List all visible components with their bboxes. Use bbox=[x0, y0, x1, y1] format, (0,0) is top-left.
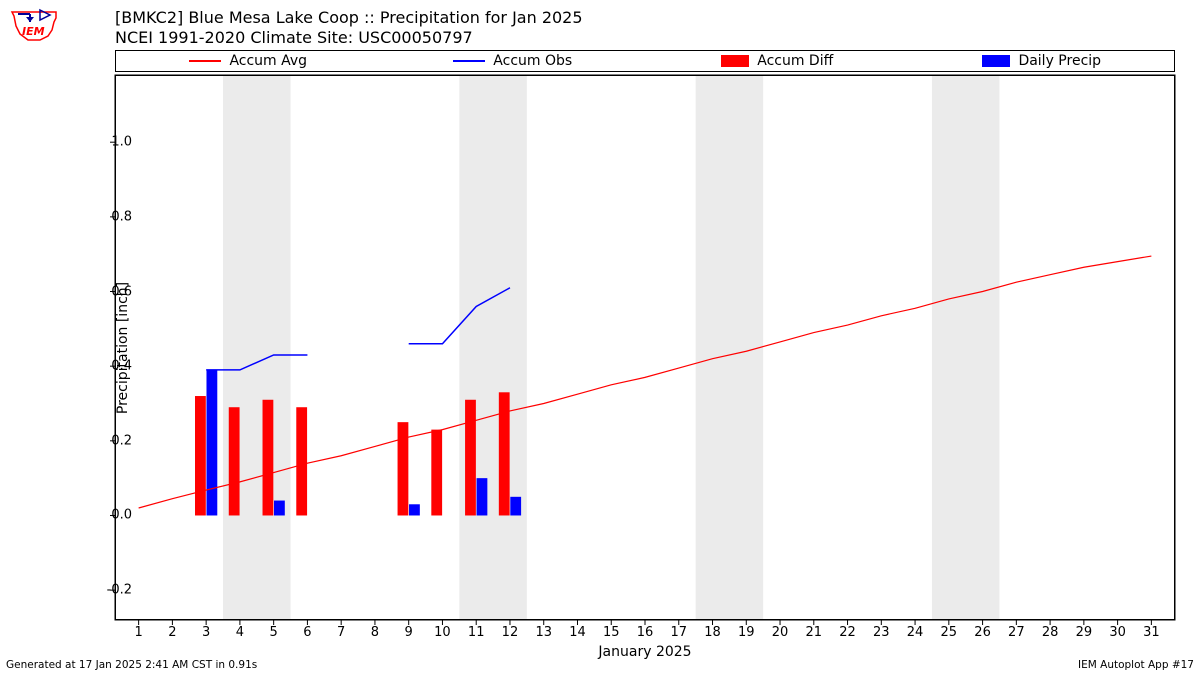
x-tick-label: 30 bbox=[1109, 625, 1126, 640]
legend-item: Accum Diff bbox=[645, 53, 910, 69]
legend-item: Accum Obs bbox=[381, 53, 646, 69]
legend-line-swatch bbox=[453, 60, 485, 62]
legend-item: Daily Precip bbox=[910, 53, 1175, 69]
x-tick-label: 19 bbox=[738, 625, 755, 640]
svg-text:IEM: IEM bbox=[22, 25, 45, 38]
x-tick-label: 24 bbox=[907, 625, 924, 640]
legend-label: Accum Obs bbox=[493, 53, 572, 69]
y-tick-label: 0.6 bbox=[92, 284, 132, 299]
x-tick-label: 17 bbox=[670, 625, 687, 640]
plot-area: Accum AvgAccum ObsAccum DiffDaily Precip… bbox=[115, 75, 1175, 620]
x-tick-label: 22 bbox=[839, 625, 856, 640]
x-tick-label: 7 bbox=[337, 625, 345, 640]
x-tick-label: 28 bbox=[1042, 625, 1059, 640]
chart-title: [BMKC2] Blue Mesa Lake Coop :: Precipita… bbox=[115, 8, 583, 48]
x-tick-label: 10 bbox=[434, 625, 451, 640]
x-tick-label: 4 bbox=[236, 625, 244, 640]
x-tick-label: 9 bbox=[405, 625, 413, 640]
legend-patch-swatch bbox=[721, 55, 749, 67]
x-tick-label: 5 bbox=[270, 625, 278, 640]
x-tick-label: 14 bbox=[569, 625, 586, 640]
x-tick-label: 31 bbox=[1143, 625, 1160, 640]
x-tick-label: 23 bbox=[873, 625, 890, 640]
legend-label: Accum Diff bbox=[757, 53, 833, 69]
x-tick-label: 12 bbox=[502, 625, 519, 640]
figure: IEM [BMKC2] Blue Mesa Lake Coop :: Preci… bbox=[0, 0, 1200, 675]
legend-patch-swatch bbox=[982, 55, 1010, 67]
x-tick-label: 1 bbox=[134, 625, 142, 640]
footer-generated: Generated at 17 Jan 2025 2:41 AM CST in … bbox=[6, 659, 257, 671]
chart-svg bbox=[115, 75, 1175, 620]
x-tick-label: 20 bbox=[772, 625, 789, 640]
y-axis-label: Precipitation [inch] bbox=[115, 281, 131, 413]
y-tick-label: 0.8 bbox=[92, 209, 132, 224]
x-tick-label: 29 bbox=[1076, 625, 1093, 640]
title-line-1: [BMKC2] Blue Mesa Lake Coop :: Precipita… bbox=[115, 8, 583, 28]
x-tick-label: 6 bbox=[303, 625, 311, 640]
x-tick-label: 8 bbox=[371, 625, 379, 640]
x-tick-label: 27 bbox=[1008, 625, 1025, 640]
x-axis-label: January 2025 bbox=[115, 644, 1175, 660]
x-tick-label: 13 bbox=[535, 625, 552, 640]
legend: Accum Avg Accum Obs Accum Diff Daily Precip bbox=[115, 50, 1175, 72]
y-tick-label: -0.2 bbox=[92, 583, 132, 598]
x-tick-label: 25 bbox=[941, 625, 958, 640]
iem-logo: IEM bbox=[6, 4, 62, 44]
x-tick-label: 26 bbox=[974, 625, 991, 640]
legend-item: Accum Avg bbox=[116, 53, 381, 69]
x-tick-label: 3 bbox=[202, 625, 210, 640]
footer-app: IEM Autoplot App #17 bbox=[1078, 659, 1194, 671]
y-tick-label: 0.0 bbox=[92, 508, 132, 523]
y-tick-label: 0.4 bbox=[92, 359, 132, 374]
x-tick-label: 2 bbox=[168, 625, 176, 640]
legend-line-swatch bbox=[189, 60, 221, 62]
legend-label: Accum Avg bbox=[229, 53, 307, 69]
y-tick-label: 1.0 bbox=[92, 135, 132, 150]
x-tick-label: 16 bbox=[637, 625, 654, 640]
x-tick-label: 15 bbox=[603, 625, 620, 640]
legend-label: Daily Precip bbox=[1018, 53, 1101, 69]
x-tick-label: 18 bbox=[704, 625, 721, 640]
y-tick-label: 0.2 bbox=[92, 433, 132, 448]
title-line-2: NCEI 1991-2020 Climate Site: USC00050797 bbox=[115, 28, 583, 48]
x-tick-label: 11 bbox=[468, 625, 485, 640]
x-tick-label: 21 bbox=[806, 625, 823, 640]
